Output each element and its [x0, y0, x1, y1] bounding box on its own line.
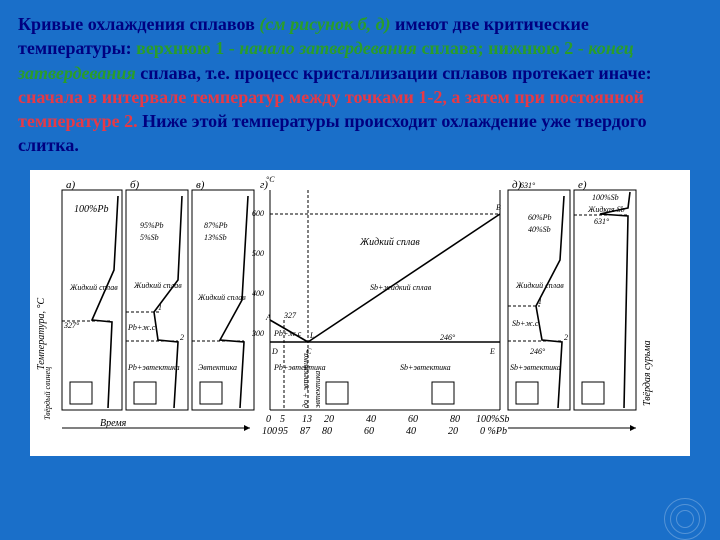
svg-text:Pb+ж.с: Pb+ж.с [127, 323, 156, 332]
svg-text:87: 87 [300, 426, 311, 437]
svg-text:Жидкий сплав: Жидкий сплав [515, 281, 564, 290]
svg-text:0 %Pb: 0 %Pb [480, 426, 507, 437]
svg-text:2: 2 [564, 333, 568, 342]
svg-text:100%Sb: 100%Sb [476, 414, 509, 425]
svg-text:Твёрдый свинец: Твёрдый свинец [43, 367, 52, 420]
svg-text:631°: 631° [520, 181, 536, 190]
svg-text:60%Pb: 60%Pb [528, 213, 552, 222]
svg-text:Sb+жидкий сплав: Sb+жидкий сплав [370, 283, 432, 292]
svg-text:°С: °С [266, 175, 275, 184]
svg-text:D: D [271, 347, 278, 356]
svg-text:400: 400 [252, 289, 264, 298]
panel-f: е) 100%Sb Жидкая Sb 631° Твёрдая сурьма [574, 179, 653, 410]
svg-text:80: 80 [322, 426, 332, 437]
svg-text:Sb+эвтектика: Sb+эвтектика [510, 363, 561, 372]
svg-text:а): а) [66, 179, 76, 191]
t2a: верхнюю 1 - [136, 38, 239, 58]
svg-text:246°: 246° [530, 347, 546, 356]
svg-text:60: 60 [364, 426, 374, 437]
t3c: сплава, т.е. процесс кристаллизации спла… [136, 63, 652, 83]
svg-text:5: 5 [280, 414, 285, 425]
svg-text:2: 2 [180, 333, 184, 342]
svg-text:600: 600 [252, 209, 264, 218]
cooling-diagram: а) 100%Pb Жидкий сплав 327° Твёрдый свин… [30, 170, 690, 456]
decorative-ripple-icon [660, 498, 710, 538]
panel-a: а) 100%Pb Жидкий сплав 327° Твёрдый свин… [43, 179, 122, 420]
svg-text:е): е) [578, 179, 587, 191]
svg-text:327°: 327° [63, 321, 80, 330]
svg-text:E: E [489, 347, 495, 356]
svg-text:40%Sb: 40%Sb [528, 225, 551, 234]
svg-text:40: 40 [406, 426, 416, 437]
svg-text:300: 300 [251, 329, 264, 338]
panel-c: в) 87%Pb 13%Sb Жидкий сплав Эвтектика [192, 179, 254, 410]
t1a: Кривые охлаждения сплавов [18, 14, 259, 34]
svg-text:Жидкий сплав: Жидкий сплав [197, 293, 246, 302]
svg-text:1: 1 [538, 297, 542, 306]
svg-text:Pb+ж.с: Pb+ж.с [273, 329, 302, 338]
svg-text:до + эвтектика: до + эвтектика [301, 353, 310, 408]
svg-text:327: 327 [283, 311, 297, 320]
svg-text:1: 1 [158, 303, 162, 312]
svg-text:13: 13 [302, 414, 312, 425]
description-text: Кривые охлаждения сплавов (см рисунок б,… [0, 0, 720, 166]
svg-text:20: 20 [448, 426, 458, 437]
t3a: нижнюю 2 - [488, 38, 588, 58]
svg-text:Pb+эвтектика: Pb+эвтектика [273, 363, 326, 372]
svg-text:б): б) [130, 179, 140, 191]
svg-text:B: B [496, 203, 501, 212]
svg-text:20: 20 [324, 414, 334, 425]
svg-text:60: 60 [408, 414, 418, 425]
svg-text:95%Pb: 95%Pb [140, 221, 164, 230]
panel-b: б) 95%Pb 5%Sb Жидкий сплав 1 2 Pb+ж.с Pb… [126, 179, 188, 410]
svg-text:100%Pb: 100%Pb [74, 204, 108, 215]
svg-text:246°: 246° [440, 333, 456, 342]
panel-d: г) °С 600 500 400 300 A D C E B 327 L 24… [251, 175, 509, 437]
svg-text:631°: 631° [594, 217, 610, 226]
svg-text:40: 40 [366, 414, 376, 425]
svg-text:5%Sb: 5%Sb [140, 233, 159, 242]
svg-text:Sb+ж.с: Sb+ж.с [512, 319, 539, 328]
panel-e: д) 631° 60%Pb 40%Sb Жидкий сплав 1 2 Sb+… [508, 179, 570, 410]
svg-text:Время: Время [100, 418, 127, 429]
svg-text:Эвтектика: Эвтектика [198, 363, 237, 372]
svg-text:L: L [309, 331, 315, 340]
svg-text:Жидкий сплав: Жидкий сплав [69, 283, 118, 292]
svg-text:Жидкий сплав: Жидкий сплав [359, 237, 420, 248]
svg-text:13%Sb: 13%Sb [204, 233, 227, 242]
svg-text:0: 0 [266, 414, 271, 425]
svg-text:100%Sb: 100%Sb [592, 193, 619, 202]
svg-text:500: 500 [252, 249, 264, 258]
svg-text:100: 100 [262, 426, 277, 437]
svg-text:Sb+эвтектика: Sb+эвтектика [400, 363, 451, 372]
t1b: (см рисунок б, д) [259, 14, 390, 34]
svg-text:эвтектика: эвтектика [313, 370, 322, 407]
t2b: начало затвердевания [239, 38, 417, 58]
svg-text:87%Pb: 87%Pb [204, 221, 228, 230]
t2c: сплава; [417, 38, 488, 58]
svg-text:Pb+эвтектика: Pb+эвтектика [127, 363, 180, 372]
svg-text:Твёрдая сурьма: Твёрдая сурьма [642, 340, 653, 406]
svg-text:Температура, °С: Температура, °С [36, 297, 47, 369]
svg-text:80: 80 [450, 414, 460, 425]
svg-text:95: 95 [278, 426, 288, 437]
svg-text:в): в) [196, 179, 205, 191]
